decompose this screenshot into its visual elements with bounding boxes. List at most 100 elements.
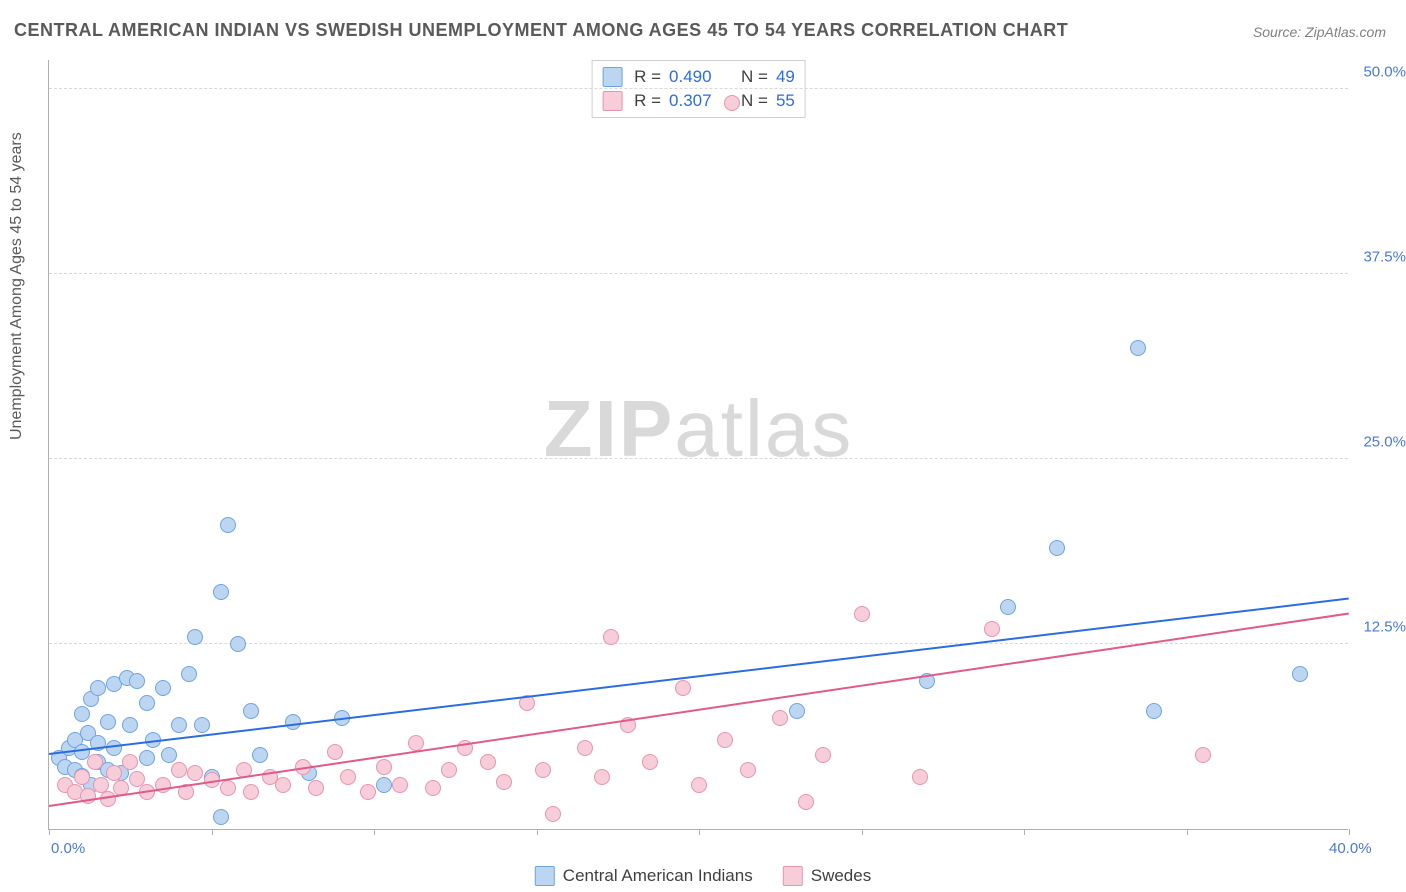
scatter-point [139, 695, 155, 711]
scatter-point [252, 747, 268, 763]
gridline [49, 458, 1348, 459]
x-tick-label: 40.0% [1329, 840, 1372, 857]
scatter-point [545, 806, 561, 822]
y-tick-label: 12.5% [1363, 618, 1406, 635]
scatter-point [1049, 540, 1065, 556]
stat-r-value: 0.490 [669, 67, 712, 87]
scatter-point [691, 777, 707, 793]
scatter-point [213, 809, 229, 825]
scatter-point [392, 777, 408, 793]
legend-item: Swedes [783, 866, 871, 886]
scatter-point [171, 762, 187, 778]
x-tick [537, 829, 538, 835]
scatter-point [740, 762, 756, 778]
trend-line [49, 597, 1349, 754]
y-tick-label: 25.0% [1363, 433, 1406, 450]
scatter-point [100, 791, 116, 807]
stats-legend-box: R = 0.490 N = 49R = 0.307 N = 55 [591, 60, 806, 118]
x-tick [49, 829, 50, 835]
y-tick-label: 50.0% [1363, 63, 1406, 80]
scatter-point [376, 777, 392, 793]
chart-container: CENTRAL AMERICAN INDIAN VS SWEDISH UNEMP… [0, 0, 1406, 892]
scatter-point [854, 606, 870, 622]
scatter-point [815, 747, 831, 763]
scatter-point [122, 754, 138, 770]
scatter-point [327, 744, 343, 760]
legend-swatch [783, 866, 803, 886]
scatter-point [220, 517, 236, 533]
scatter-point [603, 629, 619, 645]
scatter-point [441, 762, 457, 778]
scatter-point [717, 732, 733, 748]
scatter-point [171, 717, 187, 733]
x-tick [212, 829, 213, 835]
scatter-point [74, 769, 90, 785]
scatter-point [577, 740, 593, 756]
legend-swatch [535, 866, 555, 886]
chart-title: CENTRAL AMERICAN INDIAN VS SWEDISH UNEMP… [14, 20, 1068, 41]
scatter-point [1195, 747, 1211, 763]
scatter-point [1000, 599, 1016, 615]
scatter-point [376, 759, 392, 775]
scatter-point [87, 754, 103, 770]
scatter-point [360, 784, 376, 800]
stat-r-label: R = [634, 67, 661, 87]
scatter-point [912, 769, 928, 785]
x-tick [1349, 829, 1350, 835]
scatter-point [155, 680, 171, 696]
stat-n-label: N = [741, 67, 768, 87]
scatter-point [798, 794, 814, 810]
stat-r-label: R = [634, 91, 661, 111]
y-tick-label: 37.5% [1363, 248, 1406, 265]
watermark-light: atlas [674, 384, 853, 473]
legend-label: Central American Indians [563, 866, 753, 886]
scatter-point [187, 629, 203, 645]
scatter-point [308, 780, 324, 796]
x-tick [1187, 829, 1188, 835]
scatter-point [129, 673, 145, 689]
scatter-point [243, 784, 259, 800]
scatter-point [594, 769, 610, 785]
scatter-point [139, 750, 155, 766]
legend-label: Swedes [811, 866, 871, 886]
stat-r-value: 0.307 [669, 91, 712, 111]
x-tick [1024, 829, 1025, 835]
scatter-point [230, 636, 246, 652]
scatter-point [1130, 340, 1146, 356]
scatter-point [984, 621, 1000, 637]
stat-n-value: 55 [776, 91, 795, 111]
scatter-point [194, 717, 210, 733]
y-axis-label: Unemployment Among Ages 45 to 54 years [8, 132, 26, 440]
legend-swatch [602, 91, 622, 111]
legend-item: Central American Indians [535, 866, 753, 886]
bottom-legend: Central American Indians Swedes [535, 866, 871, 886]
scatter-point [535, 762, 551, 778]
x-tick-label: 0.0% [51, 840, 85, 857]
stats-row: R = 0.490 N = 49 [602, 65, 795, 89]
scatter-point [496, 774, 512, 790]
scatter-point [74, 706, 90, 722]
scatter-point [187, 765, 203, 781]
scatter-point [789, 703, 805, 719]
watermark-bold: ZIP [544, 384, 674, 473]
watermark: ZIPatlas [544, 383, 853, 475]
scatter-point [642, 754, 658, 770]
scatter-point [106, 765, 122, 781]
x-tick [862, 829, 863, 835]
scatter-point [340, 769, 356, 785]
scatter-point [1292, 666, 1308, 682]
scatter-point [122, 717, 138, 733]
scatter-point [1146, 703, 1162, 719]
scatter-point [724, 95, 740, 111]
scatter-point [93, 777, 109, 793]
stats-row: R = 0.307 N = 55 [602, 89, 795, 113]
scatter-point [90, 680, 106, 696]
scatter-point [213, 584, 229, 600]
scatter-point [275, 777, 291, 793]
scatter-point [181, 666, 197, 682]
stat-n-label: N = [741, 91, 768, 111]
scatter-point [480, 754, 496, 770]
x-tick [374, 829, 375, 835]
gridline [49, 273, 1348, 274]
plot-area: ZIPatlas R = 0.490 N = 49R = 0.307 N = 5… [48, 60, 1348, 830]
